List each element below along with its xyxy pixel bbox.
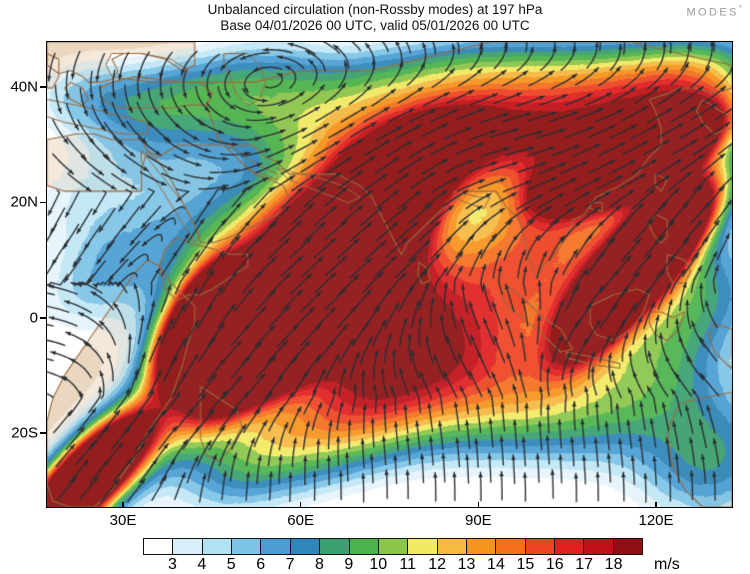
colorbar-tick-16: 16 (545, 556, 564, 573)
colorbar-band-16[interactable] (613, 539, 643, 554)
x-axis-label-0: 30E (109, 512, 137, 529)
colorbar[interactable] (143, 538, 643, 555)
colorbar-band-13[interactable] (525, 539, 556, 554)
colorbar-tick-11: 11 (399, 556, 417, 573)
x-axis-tick-2 (477, 502, 480, 508)
y-axis-tick-2 (40, 316, 46, 319)
chart-title: Unbalanced circulation (non-Rossby modes… (207, 2, 543, 17)
colorbar-tick-12: 12 (428, 556, 447, 573)
chart-subtitle: Base 04/01/2026 00 UTC, valid 05/01/2026… (220, 18, 530, 33)
colorbar-tick-10: 10 (369, 556, 388, 573)
colorbar-tick-15: 15 (516, 556, 535, 573)
weather-map-canvas[interactable] (47, 42, 732, 507)
colorbar-tick-5: 5 (226, 556, 236, 573)
y-axis-label-1: 20N (10, 193, 38, 211)
y-axis-label-0: 40N (10, 78, 38, 96)
colorbar-tick-4: 4 (197, 556, 207, 573)
colorbar-band-12[interactable] (496, 539, 526, 554)
y-axis-tick-3 (40, 432, 46, 434)
colorbar-band-7[interactable] (349, 539, 379, 554)
y-axis-label-2: 0 (29, 309, 38, 327)
colorbar-tick-9: 9 (344, 556, 354, 573)
colorbar-band-8[interactable] (378, 539, 409, 554)
colorbar-tick-6: 6 (256, 556, 266, 573)
colorbar-units-label: m/s (654, 556, 680, 573)
y-axis-label-3: 20S (11, 424, 38, 442)
colorbar-band-5[interactable] (290, 539, 321, 554)
modes-logo-mark: ° (738, 4, 742, 13)
colorbar-band-6[interactable] (320, 539, 350, 554)
colorbar-band-14[interactable] (555, 539, 585, 554)
colorbar-band-10[interactable] (437, 539, 467, 554)
y-axis-tick-1 (40, 201, 46, 204)
colorbar-band-3[interactable] (232, 539, 262, 554)
x-axis-tick-3 (655, 502, 657, 508)
x-axis-tick-0 (122, 502, 124, 508)
y-axis-tick-0 (40, 86, 46, 88)
colorbar-tick-13: 13 (457, 556, 476, 573)
colorbar-band-1[interactable] (173, 539, 203, 554)
colorbar-band-15[interactable] (584, 539, 614, 554)
chart-title-block: Unbalanced circulation (non-Rossby modes… (0, 2, 750, 34)
modes-logo-text: MODES (686, 6, 739, 19)
colorbar-tick-17: 17 (575, 556, 594, 573)
colorbar-band-0[interactable] (144, 539, 174, 554)
colorbar-tick-7: 7 (285, 556, 295, 573)
x-axis-label-2: 90E (464, 512, 492, 529)
colorbar-tick-18: 18 (604, 556, 623, 573)
colorbar-tick-3: 3 (167, 556, 177, 573)
x-axis-label-1: 60E (287, 512, 315, 529)
colorbar-tick-14: 14 (487, 556, 505, 573)
colorbar-tick-8: 8 (315, 556, 324, 573)
colorbar-band-9[interactable] (408, 539, 438, 554)
colorbar-band-2[interactable] (202, 539, 233, 554)
map-plot-area[interactable] (46, 41, 733, 508)
x-axis-tick-1 (299, 502, 302, 508)
colorbar-band-4[interactable] (261, 539, 291, 554)
x-axis-label-3: 120E (638, 512, 674, 529)
modes-logo: MODES° (686, 4, 742, 19)
colorbar-band-11[interactable] (466, 539, 497, 554)
